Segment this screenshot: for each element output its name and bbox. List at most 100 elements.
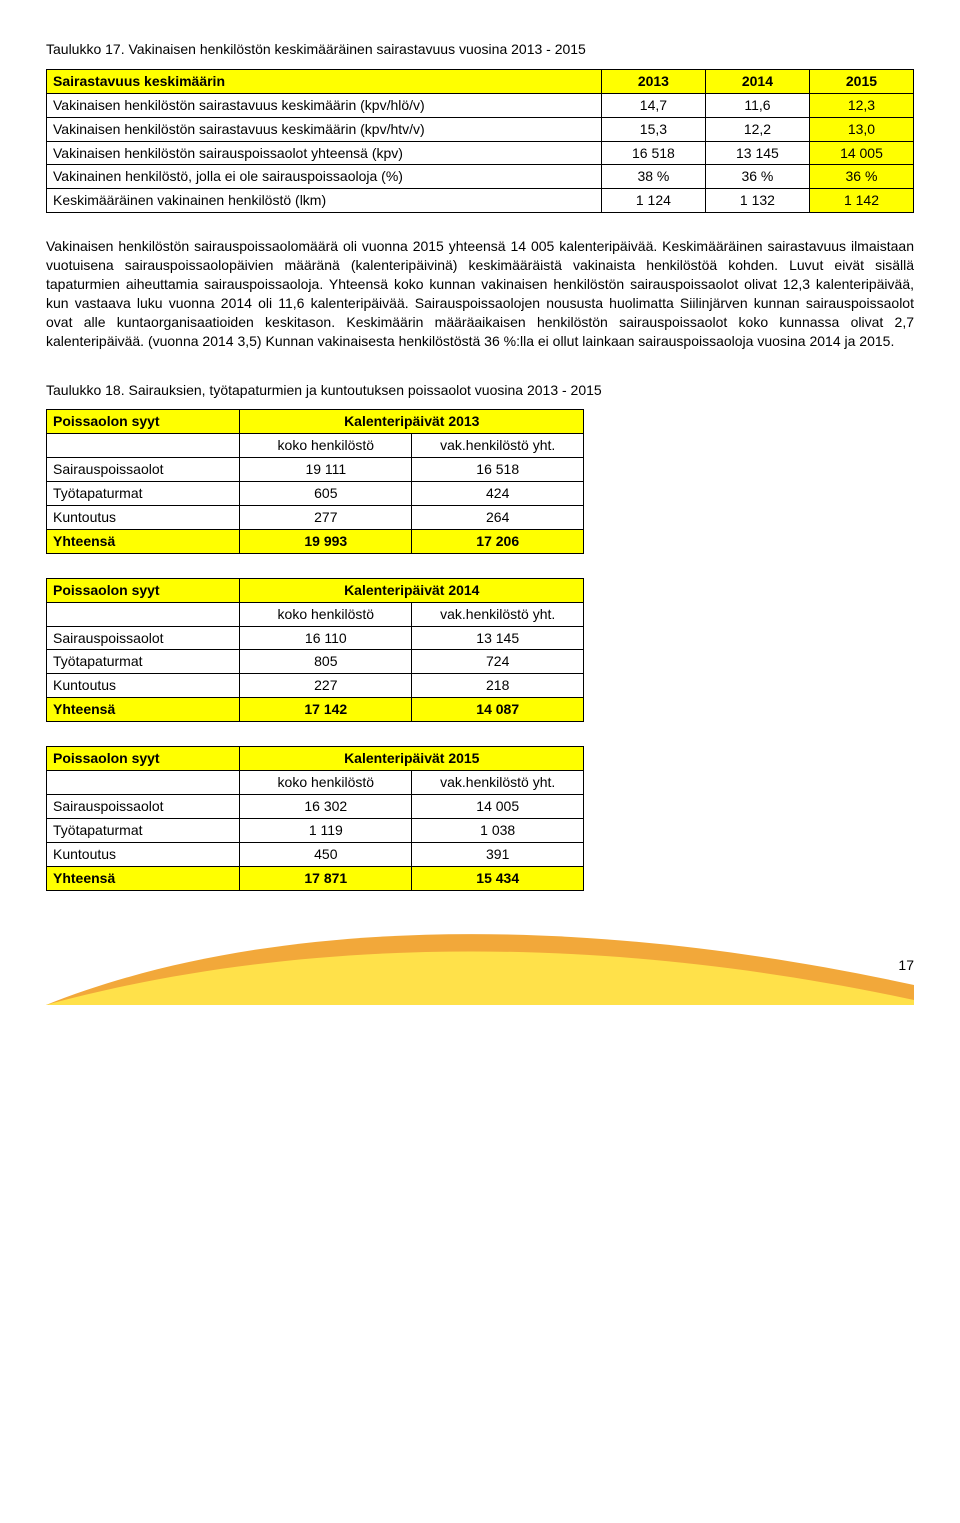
footer-swoosh: 17	[46, 915, 914, 1005]
t18b-total-v2: 14 087	[412, 698, 584, 722]
table-row: Sairauspoissaolot 16 110 13 145	[47, 626, 584, 650]
t18a-r1-v1: 605	[240, 482, 412, 506]
body-paragraph: Vakinaisen henkilöstön sairauspoissaolom…	[46, 237, 914, 350]
table-row: Vakinaisen henkilöstön sairastavuus kesk…	[47, 93, 914, 117]
t18c-sub1: koko henkilöstö	[240, 771, 412, 795]
t17-r2-v2: 13 145	[705, 141, 809, 165]
table17: Sairastavuus keskimäärin 2013 2014 2015 …	[46, 69, 914, 213]
table-row: Vakinaisen henkilöstön sairauspoissaolot…	[47, 141, 914, 165]
t18a-sub2: vak.henkilöstö yht.	[412, 434, 584, 458]
t18b-sub2: vak.henkilöstö yht.	[412, 602, 584, 626]
t18c-r1-v1: 1 119	[240, 818, 412, 842]
table-row-total: Yhteensä 17 142 14 087	[47, 698, 584, 722]
t18b-r0-v1: 16 110	[240, 626, 412, 650]
t18c-h1: Kalenteripäivät 2015	[240, 747, 584, 771]
t17-h0: Sairastavuus keskimäärin	[47, 69, 602, 93]
t18a-total-v1: 19 993	[240, 529, 412, 553]
t17-r2-label: Vakinaisen henkilöstön sairauspoissaolot…	[47, 141, 602, 165]
table-row: koko henkilöstö vak.henkilöstö yht.	[47, 771, 584, 795]
table-row: Työtapaturmat 605 424	[47, 482, 584, 506]
t18a-r0-v2: 16 518	[412, 458, 584, 482]
t18a-r2-v1: 277	[240, 506, 412, 530]
t18c-r2-v1: 450	[240, 842, 412, 866]
t17-r0-v3: 12,3	[809, 93, 913, 117]
t18c-total-l: Yhteensä	[47, 866, 240, 890]
t18b-total-l: Yhteensä	[47, 698, 240, 722]
swoosh-icon	[46, 915, 914, 1005]
table-row: Kuntoutus 227 218	[47, 674, 584, 698]
table-row-total: Yhteensä 17 871 15 434	[47, 866, 584, 890]
t18a-h1: Kalenteripäivät 2013	[240, 410, 584, 434]
t17-r1-label: Vakinaisen henkilöstön sairastavuus kesk…	[47, 117, 602, 141]
t18c-r1-v2: 1 038	[412, 818, 584, 842]
t18c-total-v2: 15 434	[412, 866, 584, 890]
t18a-total-l: Yhteensä	[47, 529, 240, 553]
t17-r1-v2: 12,2	[705, 117, 809, 141]
table18-2015: Poissaolon syyt Kalenteripäivät 2015 kok…	[46, 746, 584, 890]
t18b-r2-l: Kuntoutus	[47, 674, 240, 698]
t17-r2-v3: 14 005	[809, 141, 913, 165]
t18a-h0: Poissaolon syyt	[47, 410, 240, 434]
t18c-h0: Poissaolon syyt	[47, 747, 240, 771]
t18a-r0-l: Sairauspoissaolot	[47, 458, 240, 482]
table-row-total: Yhteensä 19 993 17 206	[47, 529, 584, 553]
t18b-sub1: koko henkilöstö	[240, 602, 412, 626]
t18a-sub-blank	[47, 434, 240, 458]
t17-r0-v2: 11,6	[705, 93, 809, 117]
t18b-r1-v2: 724	[412, 650, 584, 674]
t18a-r1-l: Työtapaturmat	[47, 482, 240, 506]
t18b-r0-v2: 13 145	[412, 626, 584, 650]
table-row: Työtapaturmat 1 119 1 038	[47, 818, 584, 842]
t18a-r0-v1: 19 111	[240, 458, 412, 482]
t18b-total-v1: 17 142	[240, 698, 412, 722]
t17-r4-v1: 1 124	[601, 189, 705, 213]
table-row: Vakinaisen henkilöstön sairastavuus kesk…	[47, 117, 914, 141]
table-row: Kuntoutus 277 264	[47, 506, 584, 530]
t17-r3-v3: 36 %	[809, 165, 913, 189]
t18b-h0: Poissaolon syyt	[47, 578, 240, 602]
t17-r0-v1: 14,7	[601, 93, 705, 117]
table-row: Kuntoutus 450 391	[47, 842, 584, 866]
table18-2014: Poissaolon syyt Kalenteripäivät 2014 kok…	[46, 578, 584, 722]
table-row: koko henkilöstö vak.henkilöstö yht.	[47, 434, 584, 458]
t17-r2-v1: 16 518	[601, 141, 705, 165]
table18-caption: Taulukko 18. Sairauksien, työtapaturmien…	[46, 381, 914, 400]
table-row: Sairauspoissaolot 19 111 16 518	[47, 458, 584, 482]
t18b-r2-v1: 227	[240, 674, 412, 698]
t18c-r0-l: Sairauspoissaolot	[47, 794, 240, 818]
t18b-r1-v1: 805	[240, 650, 412, 674]
table-row: Sairauspoissaolot 16 302 14 005	[47, 794, 584, 818]
t18b-r0-l: Sairauspoissaolot	[47, 626, 240, 650]
t17-h1: 2013	[601, 69, 705, 93]
t17-r4-v3: 1 142	[809, 189, 913, 213]
t18a-r2-v2: 264	[412, 506, 584, 530]
t18a-sub1: koko henkilöstö	[240, 434, 412, 458]
t17-r0-label: Vakinaisen henkilöstön sairastavuus kesk…	[47, 93, 602, 117]
t18c-sub-blank	[47, 771, 240, 795]
t18b-sub-blank	[47, 602, 240, 626]
table17-caption: Taulukko 17. Vakinaisen henkilöstön kesk…	[46, 40, 914, 59]
t18b-r1-l: Työtapaturmat	[47, 650, 240, 674]
t18a-total-v2: 17 206	[412, 529, 584, 553]
table-row: Keskimääräinen vakinainen henkilöstö (lk…	[47, 189, 914, 213]
table-row: Vakinainen henkilöstö, jolla ei ole sair…	[47, 165, 914, 189]
table-row: koko henkilöstö vak.henkilöstö yht.	[47, 602, 584, 626]
t17-r3-v1: 38 %	[601, 165, 705, 189]
t18c-r1-l: Työtapaturmat	[47, 818, 240, 842]
t18c-r0-v1: 16 302	[240, 794, 412, 818]
t17-r4-label: Keskimääräinen vakinainen henkilöstö (lk…	[47, 189, 602, 213]
page-number: 17	[898, 956, 914, 975]
t18c-r2-v2: 391	[412, 842, 584, 866]
t18b-h1: Kalenteripäivät 2014	[240, 578, 584, 602]
table-row: Työtapaturmat 805 724	[47, 650, 584, 674]
t17-r3-v2: 36 %	[705, 165, 809, 189]
table18-2013: Poissaolon syyt Kalenteripäivät 2013 kok…	[46, 409, 584, 553]
t17-r4-v2: 1 132	[705, 189, 809, 213]
t17-h2: 2014	[705, 69, 809, 93]
t18a-r2-l: Kuntoutus	[47, 506, 240, 530]
t18c-r0-v2: 14 005	[412, 794, 584, 818]
t18a-r1-v2: 424	[412, 482, 584, 506]
t17-h3: 2015	[809, 69, 913, 93]
t17-r1-v1: 15,3	[601, 117, 705, 141]
t18b-r2-v2: 218	[412, 674, 584, 698]
